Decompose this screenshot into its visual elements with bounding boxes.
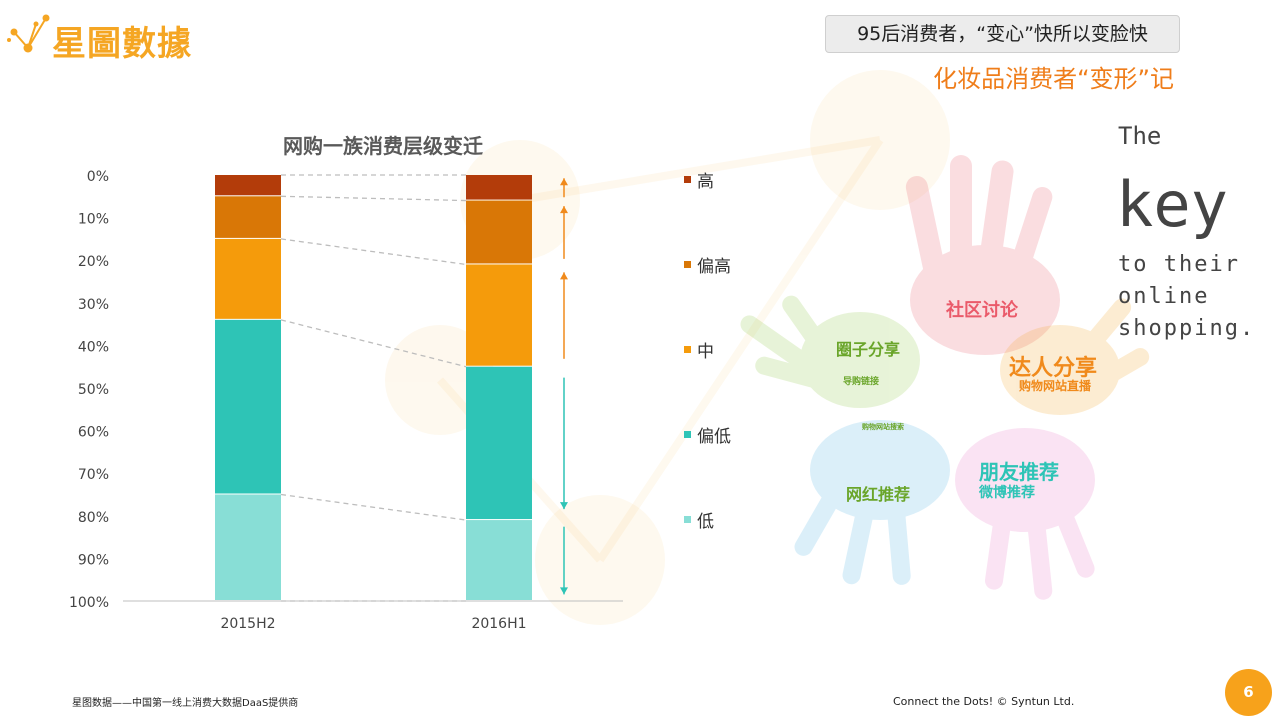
legend-label: 中 xyxy=(697,342,714,362)
footer-tagline: 星图数据——中国第一线上消费大数据DaaS提供商 xyxy=(72,698,299,709)
label-community: 社区讨论 xyxy=(946,300,1018,321)
legend-label: 偏高 xyxy=(697,257,731,277)
y-tick-label: 10% xyxy=(78,212,109,228)
label-weibo: 微博推荐 xyxy=(979,485,1035,501)
page-number-badge: 6 xyxy=(1225,669,1272,716)
arrow-head-icon xyxy=(560,502,568,510)
red-hand-icon xyxy=(905,155,1060,355)
green-hand-icon xyxy=(740,295,920,408)
legend-label: 低 xyxy=(697,512,714,532)
y-tick-label: 70% xyxy=(78,467,109,483)
legend-swatch xyxy=(684,346,691,353)
key-the-text: The xyxy=(1118,122,1162,150)
connector-line xyxy=(280,195,467,202)
label-search: 购物网站搜索 xyxy=(862,423,904,431)
subtitle-banner: 95后消费者，“变心”快所以变脸快 xyxy=(825,15,1180,53)
logo-dots-icon xyxy=(7,14,50,53)
x-tick-label: 2015H2 xyxy=(220,616,275,632)
x-tick-label: 2016H1 xyxy=(471,616,526,632)
brand-logo: 星圖數據 xyxy=(52,24,192,64)
arrow-head-icon xyxy=(560,272,568,280)
chart-title: 网购一族消费层级变迁 xyxy=(283,134,483,158)
label-shop-live: 购物网站直播 xyxy=(1019,379,1092,393)
blue-hand-icon xyxy=(794,420,950,585)
arrow-head-icon xyxy=(560,587,568,595)
stacked-bar-chart: 网购一族消费层级变迁 0% 10% 20% 30% 40% 50% 60% 70% 80% 90% 1… xyxy=(69,134,731,632)
bar-segment-偏低 xyxy=(466,366,532,520)
label-circle: 圈子分享 xyxy=(836,340,901,359)
y-tick-label: 90% xyxy=(78,552,109,568)
y-tick-label: 60% xyxy=(78,425,109,441)
bar-segment-高 xyxy=(215,175,281,196)
bar-segment-中 xyxy=(215,238,281,319)
legend-swatch xyxy=(684,261,691,268)
legend-swatch xyxy=(684,431,691,438)
legend-swatch xyxy=(684,176,691,183)
label-kol: 达人分享 xyxy=(1009,356,1098,381)
connector-line xyxy=(280,319,467,368)
key-line-1: to their xyxy=(1118,252,1240,277)
bar-segment-低 xyxy=(215,494,281,600)
label-friend: 朋友推荐 xyxy=(979,460,1059,484)
arrow-head-icon xyxy=(560,206,568,214)
page-headline: 化妆品消费者“变形”记 xyxy=(933,65,1174,93)
legend-label: 高 xyxy=(697,172,714,192)
key-line-2: online xyxy=(1118,284,1210,309)
bar-segment-高 xyxy=(466,175,532,200)
y-tick-label: 50% xyxy=(78,382,109,398)
y-tick-label: 0% xyxy=(87,169,109,185)
bar-segment-中 xyxy=(466,264,532,366)
y-tick-label: 20% xyxy=(78,254,109,270)
arrow-head-icon xyxy=(560,178,568,186)
connector-line xyxy=(280,493,467,521)
y-tick-label: 40% xyxy=(78,339,109,355)
bar-segment-偏高 xyxy=(215,196,281,238)
bar-segment-偏高 xyxy=(466,200,532,264)
y-tick-label: 80% xyxy=(78,510,109,526)
key-word: key xyxy=(1116,168,1228,241)
connector-line xyxy=(280,238,467,266)
legend-label: 偏低 xyxy=(697,427,731,447)
y-tick-label: 100% xyxy=(69,595,109,611)
pink-hand-icon xyxy=(955,428,1095,600)
orange-hand-icon xyxy=(1000,298,1150,415)
label-influencer: 网红推荐 xyxy=(846,485,911,504)
label-guide: 导购链接 xyxy=(843,377,880,387)
y-tick-label: 30% xyxy=(78,297,109,313)
legend-swatch xyxy=(684,516,691,523)
bar-segment-低 xyxy=(466,520,532,600)
footer-copyright: Connect the Dots! © Syntun Ltd. xyxy=(893,695,1075,708)
key-line-3: shopping. xyxy=(1118,316,1256,341)
bar-segment-偏低 xyxy=(215,319,281,494)
